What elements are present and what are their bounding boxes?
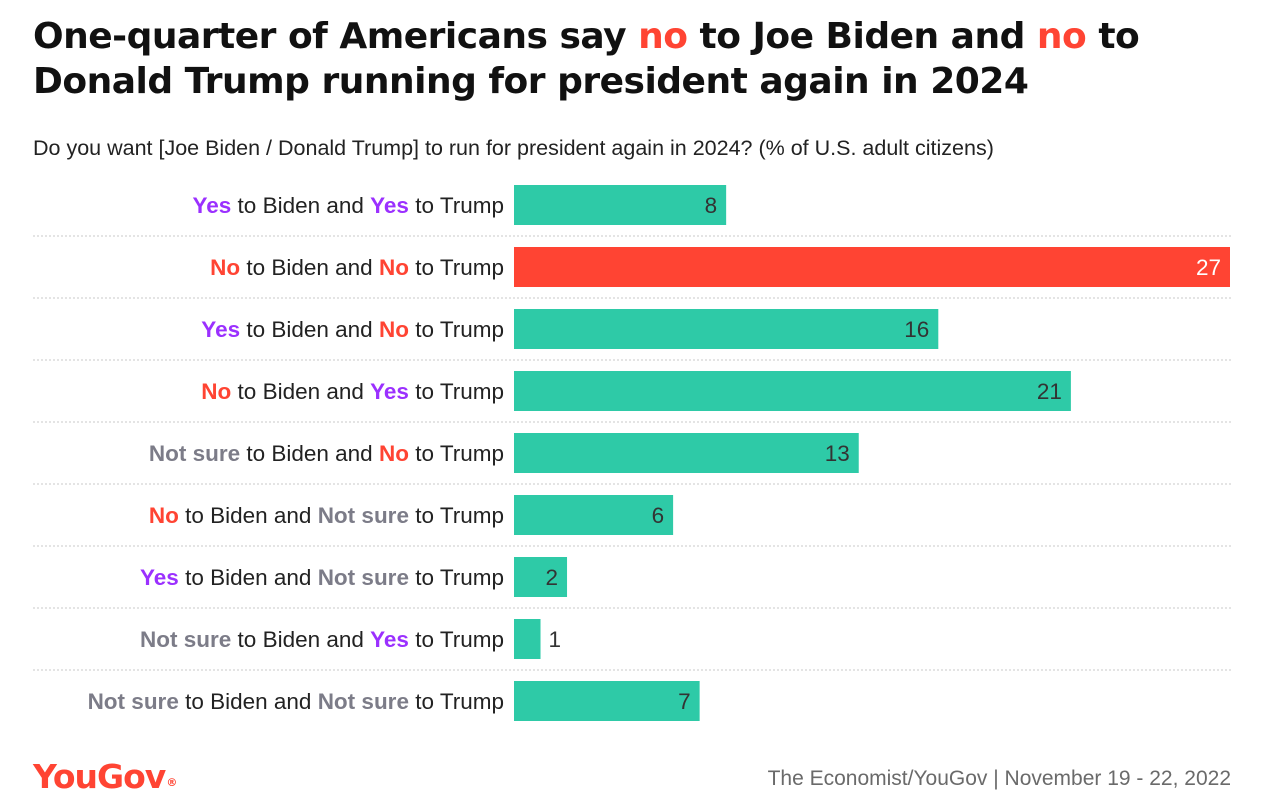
- biden-answer: No: [210, 255, 240, 280]
- label-joiner: to Biden and: [240, 441, 379, 466]
- bar: [514, 495, 674, 535]
- yougov-logo-mark: ®: [166, 776, 178, 789]
- biden-answer: Yes: [140, 565, 179, 590]
- label-joiner: to Trump: [409, 255, 504, 280]
- bar-chart: Yes to Biden and Yes to Trump 8 No to Bide…: [33, 185, 1231, 721]
- title-text-2: to Joe Biden and: [687, 16, 1037, 57]
- trump-answer: No: [379, 255, 409, 280]
- trump-answer: Not sure: [318, 565, 409, 590]
- value-label: 1: [549, 627, 562, 652]
- value-label: 7: [678, 689, 691, 714]
- category-label: Not sure to Biden and No to Trump: [149, 441, 504, 466]
- value-label: 6: [652, 503, 665, 528]
- value-label: 27: [1196, 255, 1221, 280]
- chart-subtitle: Do you want [Joe Biden / Donald Trump] t…: [33, 136, 994, 160]
- yougov-logo-text: YouGov: [33, 757, 166, 796]
- trump-answer: Not sure: [318, 689, 409, 714]
- category-label: Not sure to Biden and Yes to Trump: [140, 627, 504, 652]
- bar: [514, 681, 700, 721]
- value-label: 2: [546, 565, 559, 590]
- trump-answer: No: [379, 317, 409, 342]
- trump-answer: Yes: [370, 379, 409, 404]
- title-highlight-no-2: no: [1036, 16, 1087, 57]
- label-joiner: to Trump: [409, 627, 504, 652]
- label-joiner: to Trump: [409, 565, 504, 590]
- category-label: No to Biden and Not sure to Trump: [149, 503, 504, 528]
- category-label: No to Biden and No to Trump: [210, 255, 504, 280]
- label-joiner: to Trump: [409, 379, 504, 404]
- bar: [514, 309, 939, 349]
- bar: [514, 247, 1230, 287]
- value-label: 8: [705, 193, 718, 218]
- biden-answer: Not sure: [149, 441, 240, 466]
- label-joiner: to Biden and: [179, 503, 318, 528]
- value-label: 21: [1037, 379, 1062, 404]
- label-joiner: to Trump: [409, 441, 504, 466]
- label-joiner: to Biden and: [231, 627, 370, 652]
- value-label: 13: [825, 441, 850, 466]
- title-highlight-no-1: no: [638, 16, 688, 57]
- label-joiner: to Biden and: [179, 565, 318, 590]
- trump-answer: Not sure: [318, 503, 409, 528]
- label-joiner: to Trump: [409, 193, 504, 218]
- category-label: No to Biden and Yes to Trump: [201, 379, 504, 404]
- trump-answer: Yes: [370, 627, 409, 652]
- biden-answer: No: [201, 379, 231, 404]
- biden-answer: Not sure: [88, 689, 179, 714]
- category-label: Yes to Biden and Not sure to Trump: [140, 565, 504, 590]
- bar: [514, 371, 1071, 411]
- biden-answer: No: [149, 503, 179, 528]
- label-joiner: to Biden and: [231, 379, 370, 404]
- bar: [514, 619, 541, 659]
- bar: [514, 557, 568, 597]
- label-joiner: to Trump: [409, 503, 504, 528]
- category-label: Yes to Biden and Yes to Trump: [193, 193, 505, 218]
- yougov-logo: YouGov®: [33, 755, 177, 799]
- value-label: 16: [904, 317, 929, 342]
- label-joiner: to Biden and: [179, 689, 318, 714]
- label-joiner: to Biden and: [231, 193, 370, 218]
- category-label: Yes to Biden and No to Trump: [201, 317, 504, 342]
- title-text-1: One-quarter of Americans say: [33, 16, 639, 57]
- trump-answer: Yes: [370, 193, 409, 218]
- category-label: Not sure to Biden and Not sure to Trump: [88, 689, 504, 714]
- bar: [514, 185, 727, 225]
- source-note: The Economist/YouGov | November 19 - 22,…: [767, 767, 1231, 790]
- label-joiner: to Biden and: [240, 317, 379, 342]
- label-joiner: to Trump: [409, 317, 504, 342]
- trump-answer: No: [379, 441, 409, 466]
- label-joiner: to Biden and: [240, 255, 379, 280]
- biden-answer: Yes: [193, 193, 232, 218]
- bar: [514, 433, 859, 473]
- biden-answer: Not sure: [140, 627, 231, 652]
- biden-answer: Yes: [201, 317, 240, 342]
- label-joiner: to Trump: [409, 689, 504, 714]
- title-text-3: to Donald Trump running for president ag…: [33, 16, 1140, 102]
- chart-title: One-quarter of Americans say no to Joe B…: [33, 14, 1243, 104]
